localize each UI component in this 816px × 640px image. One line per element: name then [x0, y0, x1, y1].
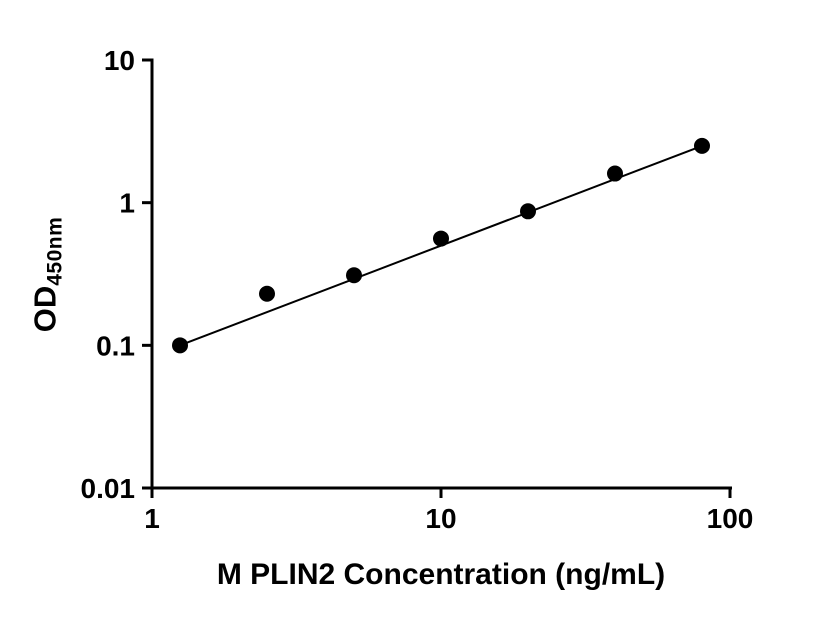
data-point [259, 285, 276, 302]
data-point [693, 137, 710, 154]
y-tick-label: 1 [119, 188, 135, 219]
y-tick-label: 0.01 [81, 473, 136, 504]
x-axis-label: M PLIN2 Concentration (ng/mL) [216, 558, 666, 591]
data-point [433, 230, 449, 247]
data-point [172, 337, 189, 354]
data-point [606, 165, 623, 182]
x-tick-label: 1 [144, 503, 160, 534]
x-tick-label: 10 [425, 503, 456, 534]
y-tick-label: 10 [104, 45, 135, 76]
x-tick-label: 100 [707, 503, 754, 534]
data-point [346, 267, 363, 284]
y-tick-label: 0.1 [96, 330, 135, 361]
data-point [519, 203, 536, 220]
